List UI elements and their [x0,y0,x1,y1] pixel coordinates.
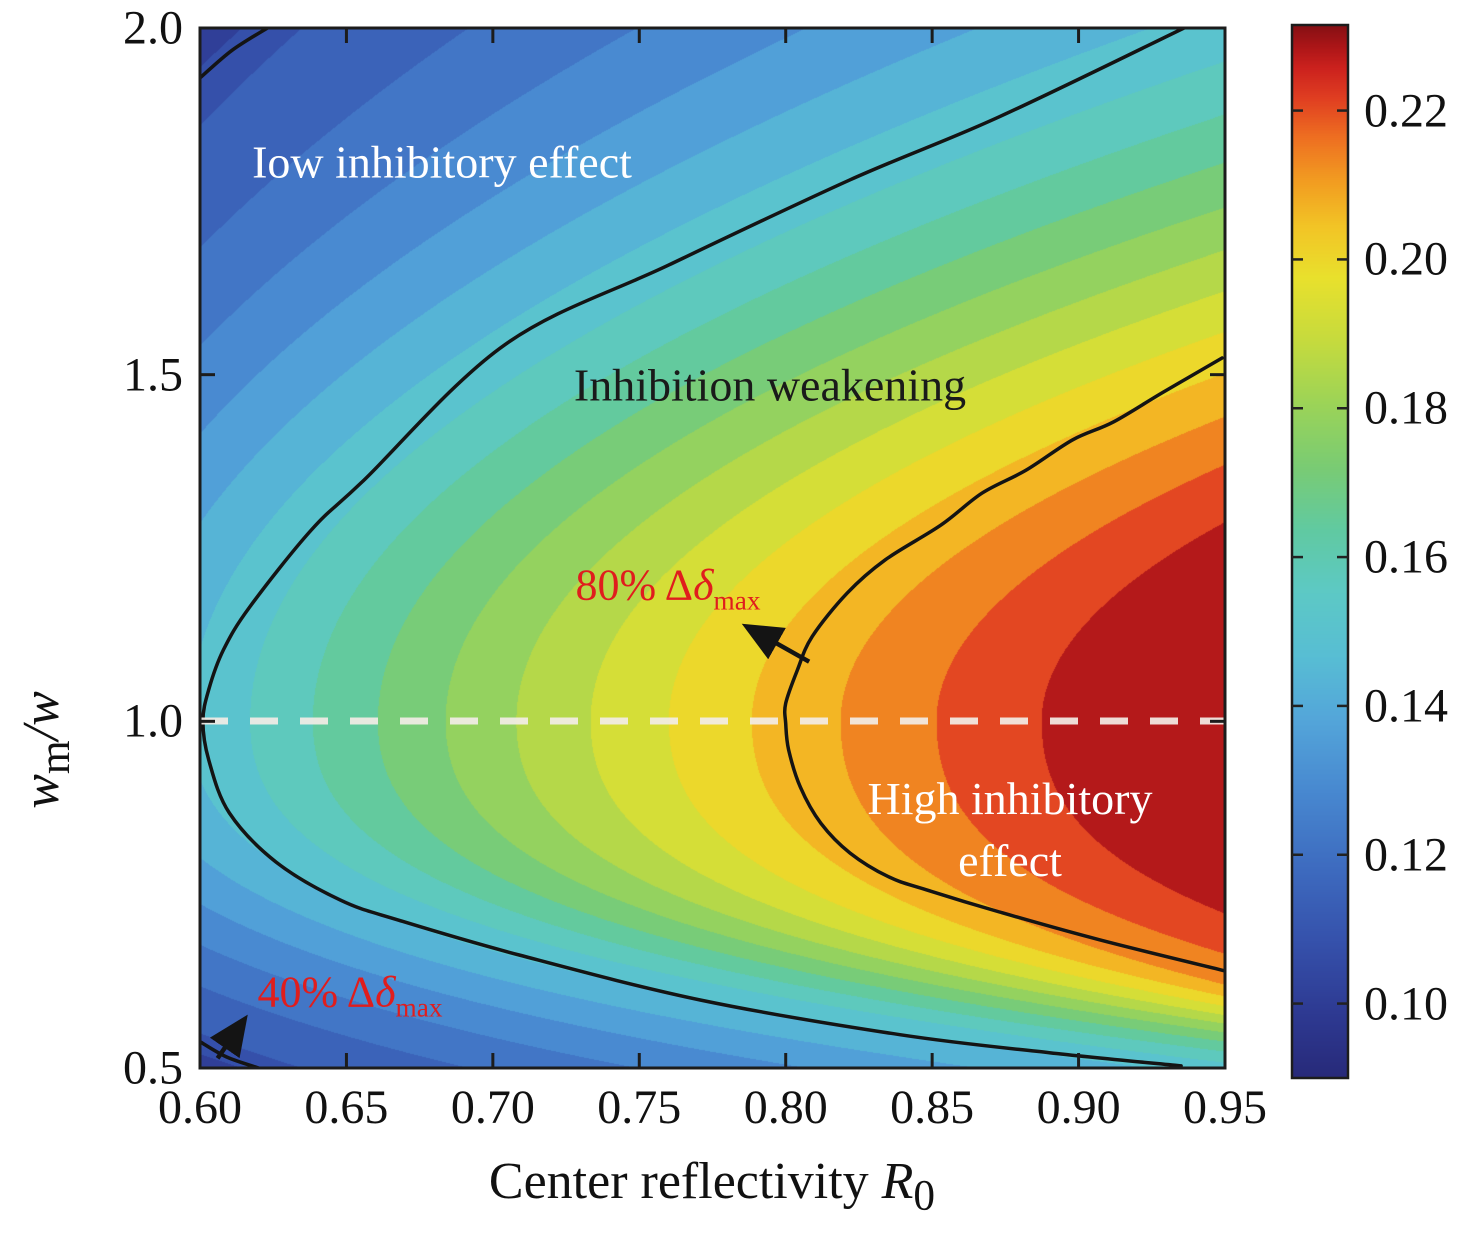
annotation-high-inhibitory-line2: effect [958,835,1062,886]
x-axis-label-text: Center reflectivity [488,1153,882,1210]
x-tick-label: 0.60 [158,1081,242,1134]
x-tick-label: 0.70 [450,1081,535,1134]
colorbar-canvas [1292,25,1348,1078]
x-tick-label: 0.75 [597,1081,682,1134]
colorbar-tick-label: 0.12 [1364,828,1448,882]
colorbar-tick-label: 0.22 [1364,84,1448,138]
annotation-high-inhibitory-line1: High inhibitory [867,772,1153,824]
contour-heatmap-canvas [200,28,1225,1068]
y-axis-label-suffix: /w [12,691,70,741]
x-axis-label: Center reflectivity R0 [489,1152,935,1220]
annotation-80pct-contour-label: 80% Δδmax [576,560,761,617]
contour-line-c80 [782,356,1225,973]
contour-lines [200,28,1225,1068]
annotation-40pct-contour-label: 40% Δδmax [258,967,443,1024]
colorbar-tick-label: 0.18 [1364,381,1448,435]
y-tick-label: 1.0 [123,694,183,748]
x-axis-label-subscript: 0 [913,1171,936,1220]
plot-border [198,26,1227,1070]
colorbar-tick-label: 0.10 [1364,977,1448,1031]
colorbar-tick-label: 0.16 [1364,530,1448,584]
y-tick-label: 0.5 [123,1041,183,1095]
annotation-80pct-symbol: δ [693,560,714,610]
annotation-arrows [209,623,811,1060]
annotation-40pct-subscript: max [395,992,443,1023]
colorbar-tick-label: 0.20 [1364,232,1448,286]
x-tick-label: 0.85 [890,1081,975,1134]
y-axis-label: wm/w [12,691,80,809]
annotation-40pct-symbol: δ [375,967,396,1017]
colorbar-tick-label: 0.14 [1364,679,1448,733]
contour-line-c40 [200,28,270,80]
x-tick-label: 0.95 [1183,1081,1267,1134]
contour-line-c40 [200,1039,261,1068]
annotation-80pct-text: 80% Δ [575,560,694,610]
annotation-high-inhibitory: High inhibitory effect [868,768,1153,892]
contour-line-cmid [201,28,1186,1068]
arrow-c80 [741,623,811,664]
x-tick-label: 0.65 [304,1081,389,1134]
annotation-80pct-subscript: max [713,585,761,616]
x-tick-label: 0.90 [1036,1081,1121,1134]
y-axis-label-subscript: m [31,740,80,775]
annotation-low-inhibitory: Iow inhibitory effect [252,136,632,188]
y-axis-label-symbol: w [12,774,70,809]
colorbar-border [1290,23,1350,1080]
colorbar-ticks [1292,109,1348,1005]
annotation-inhibition-weakening: Inhibition weakening [573,359,967,411]
x-axis-label-symbol: R [881,1153,914,1210]
arrow-c40 [209,1014,248,1060]
annotation-40pct-text: 40% Δ [257,967,376,1017]
y-tick-label: 1.5 [123,348,183,402]
x-tick-label: 0.80 [743,1081,828,1134]
y-tick-label: 2.0 [123,1,183,55]
